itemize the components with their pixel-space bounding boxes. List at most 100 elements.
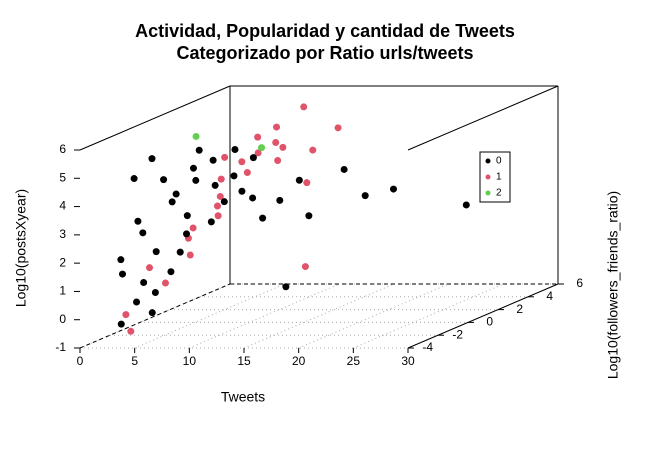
point: [160, 176, 168, 184]
z-tick-label: 0: [59, 312, 66, 326]
chart-title: Actividad, Popularidad y cantidad de Twe…: [135, 21, 515, 41]
z-tick-label: 5: [59, 170, 66, 184]
point: [151, 289, 159, 297]
point: [117, 256, 125, 264]
point: [305, 212, 313, 220]
point: [390, 185, 397, 193]
legend-marker: [485, 190, 491, 196]
point: [259, 214, 267, 222]
legend-label: 1: [496, 172, 502, 183]
floor-grid-line: [189, 283, 340, 349]
point: [183, 212, 191, 220]
point: [148, 309, 156, 317]
y-tick-label: 2: [516, 302, 523, 316]
point: [183, 230, 191, 238]
point: [249, 194, 257, 202]
z-tick-label: 4: [59, 199, 66, 213]
point: [168, 198, 176, 206]
point: [238, 158, 246, 166]
x-tick-label: 15: [237, 354, 251, 368]
chart-subtitle: Categorizado por Ratio urls/tweets: [176, 43, 473, 63]
point: [146, 264, 154, 272]
x-tick-label: 0: [77, 354, 84, 368]
point: [254, 133, 262, 141]
z-tick-label: 1: [59, 284, 66, 298]
z-tick-label: -1: [55, 340, 66, 354]
point: [186, 251, 194, 259]
point: [282, 283, 290, 291]
legend-label: 0: [496, 156, 502, 167]
point: [117, 320, 125, 328]
point: [192, 176, 200, 184]
point: [273, 123, 281, 131]
point: [172, 190, 180, 198]
point: [213, 202, 221, 210]
legend-box: [479, 151, 511, 203]
point: [221, 153, 229, 161]
y-tick-label: 0: [486, 315, 493, 329]
point: [230, 172, 238, 180]
z-tick-label: 3: [59, 227, 66, 241]
y-tick-label: 4: [546, 289, 553, 303]
y-axis-label: Log10(followers_friends_ratio): [605, 191, 621, 379]
x-axis-label: Tweets: [221, 389, 265, 405]
point: [192, 132, 200, 140]
z-tick-label: 6: [59, 142, 66, 156]
point: [195, 146, 203, 154]
y-tick-label: -4: [422, 340, 433, 354]
point: [140, 278, 148, 286]
legend-label: 2: [496, 188, 502, 199]
point: [189, 224, 197, 232]
x-tick-label: 5: [131, 354, 138, 368]
legend-marker: [485, 174, 491, 180]
legend-marker: [485, 158, 491, 164]
x-tick-label: 20: [292, 354, 306, 368]
point: [127, 327, 135, 335]
box-edge: [407, 85, 559, 151]
point: [258, 144, 266, 152]
box-edge: [407, 283, 559, 349]
point: [334, 124, 342, 132]
point: [130, 175, 138, 183]
x-tick-label: 30: [401, 354, 415, 368]
point: [462, 201, 470, 209]
point: [295, 176, 303, 184]
point: [274, 156, 282, 164]
z-tick-label: 2: [59, 255, 66, 269]
point: [167, 268, 175, 276]
point: [133, 298, 141, 306]
point: [189, 164, 197, 172]
floor-grid-line: [243, 283, 395, 349]
point: [272, 139, 280, 147]
point: [214, 212, 222, 220]
point: [211, 181, 219, 189]
point: [207, 218, 215, 226]
box-edge: [79, 85, 231, 151]
point: [161, 279, 169, 287]
z-axis-label: Log10(postsXyear): [13, 189, 29, 307]
point: [122, 311, 130, 319]
y-tick-label: 6: [576, 276, 583, 290]
point: [303, 179, 311, 187]
point: [243, 169, 251, 177]
y-tick-label: -2: [452, 327, 463, 341]
point: [231, 145, 239, 153]
x-tick-label: 10: [183, 354, 197, 368]
point: [249, 154, 257, 162]
point: [209, 156, 217, 164]
box-edge: [79, 283, 231, 349]
point: [300, 103, 308, 111]
point: [217, 175, 225, 183]
point: [309, 146, 317, 154]
floor-grid-line: [298, 283, 449, 349]
point: [148, 155, 156, 163]
point: [216, 192, 224, 200]
point: [134, 217, 142, 225]
point: [220, 198, 228, 206]
x-tick-label: 25: [347, 354, 361, 368]
point: [301, 263, 309, 271]
point: [279, 143, 287, 151]
point: [361, 192, 369, 200]
point: [118, 270, 126, 278]
point: [139, 229, 147, 237]
